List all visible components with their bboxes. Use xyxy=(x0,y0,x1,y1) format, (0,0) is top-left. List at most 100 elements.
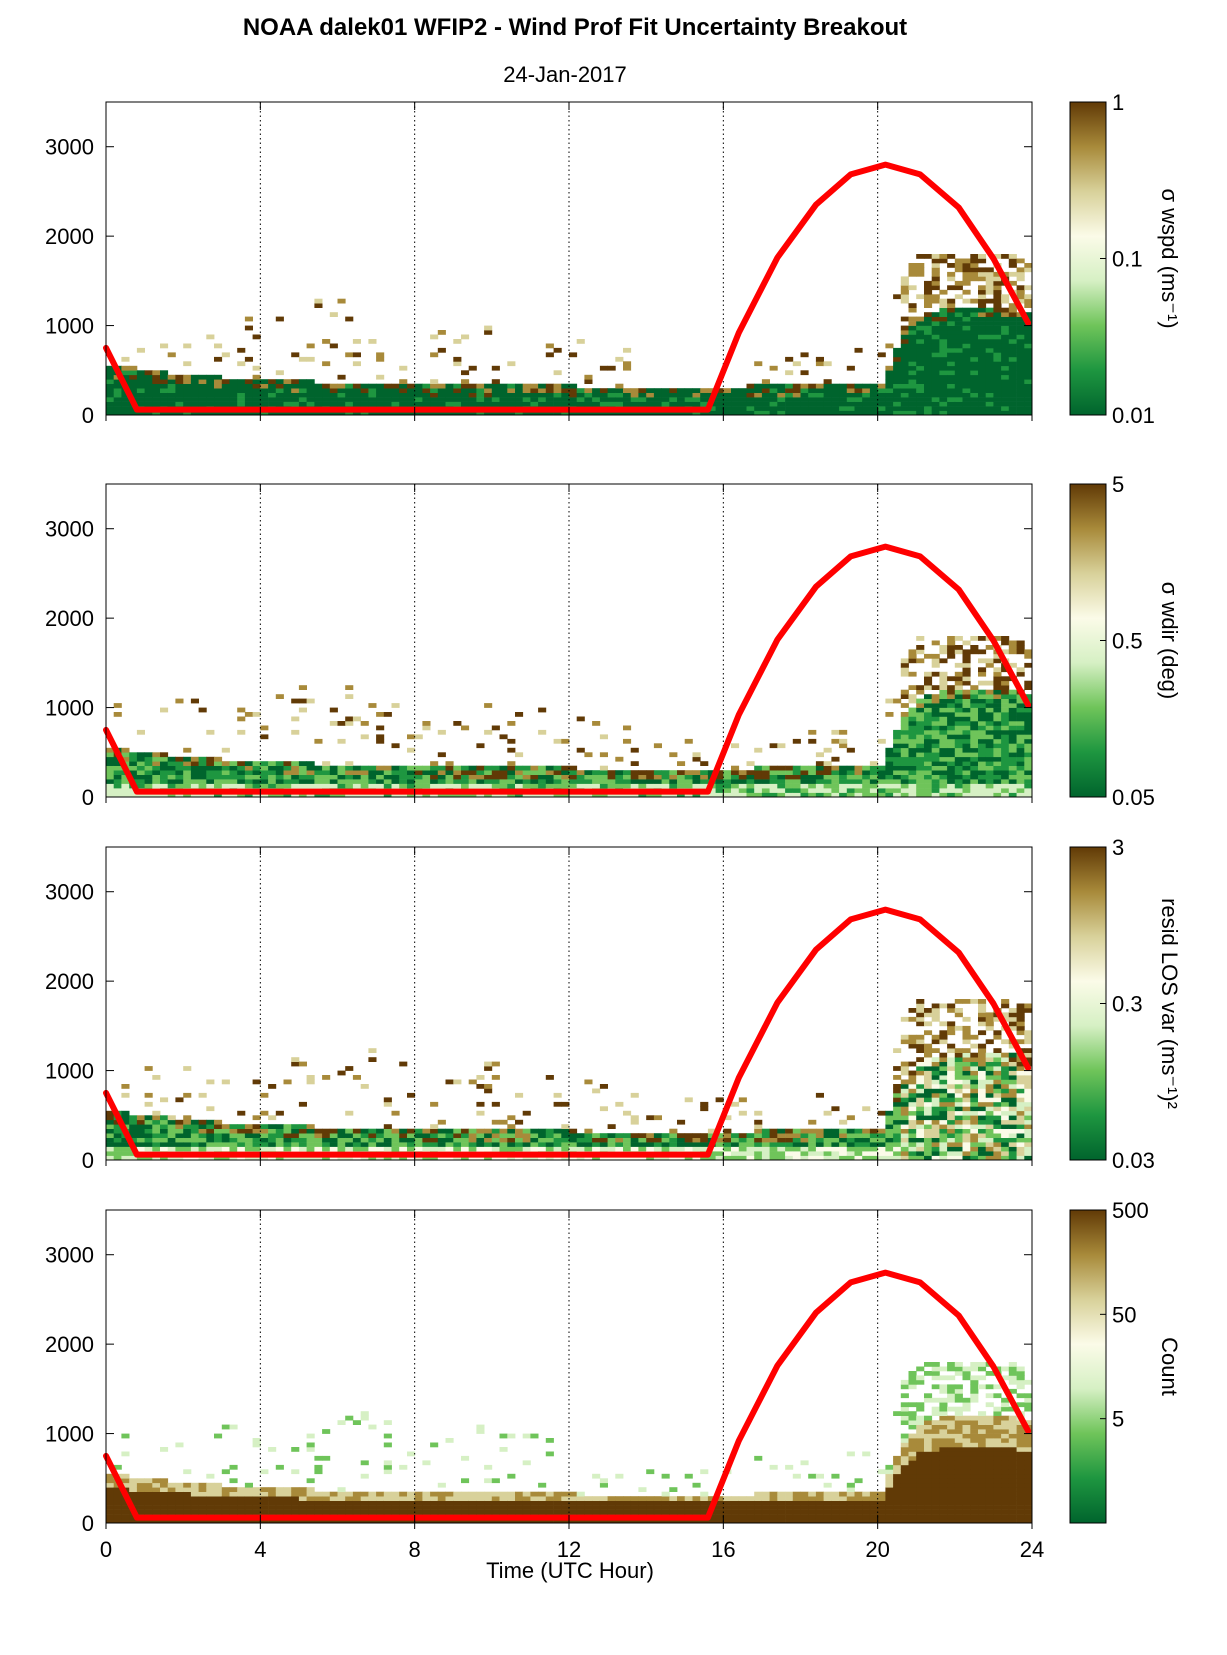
heatmap-cell xyxy=(136,383,145,389)
heatmap-cell xyxy=(761,783,770,789)
heatmap-cell xyxy=(939,289,948,295)
heatmap-cell xyxy=(885,712,894,717)
heatmap-cell xyxy=(924,1066,933,1071)
heatmap-cell xyxy=(916,392,925,398)
heatmap-cell xyxy=(900,392,909,398)
heatmap-cell xyxy=(785,774,794,780)
heatmap-cell xyxy=(244,1487,253,1492)
heatmap-cell xyxy=(553,1518,562,1524)
heatmap-cell xyxy=(1016,698,1025,704)
heatmap-cell xyxy=(368,1137,377,1143)
heatmap-cell xyxy=(1008,406,1017,411)
heatmap-cell xyxy=(916,725,925,731)
heatmap-cell xyxy=(229,765,238,771)
heatmap-cell xyxy=(183,401,192,407)
heatmap-cell xyxy=(638,1133,647,1138)
heatmap-cell xyxy=(538,410,547,416)
heatmap-cell xyxy=(1016,1075,1025,1080)
heatmap-cell xyxy=(499,1509,508,1515)
heatmap-cell xyxy=(908,379,917,384)
heatmap-cell xyxy=(298,392,307,398)
heatmap-cell xyxy=(283,792,292,798)
heatmap-cell xyxy=(569,1142,578,1147)
heatmap-cell xyxy=(638,779,647,784)
heatmap-cell xyxy=(607,1137,616,1143)
heatmap-cell xyxy=(584,1146,593,1152)
heatmap-cell xyxy=(507,747,516,753)
heatmap-cell xyxy=(221,401,230,407)
heatmap-cell xyxy=(684,1137,693,1143)
heatmap-cell xyxy=(947,743,956,749)
heatmap-cell xyxy=(260,1469,269,1475)
heatmap-cell xyxy=(815,356,824,362)
heatmap-cell xyxy=(893,1097,902,1103)
heatmap-cell xyxy=(453,361,462,367)
heatmap-cell xyxy=(407,410,416,416)
heatmap-cell xyxy=(198,1119,207,1125)
heatmap-cell xyxy=(175,1487,184,1492)
heatmap-cell xyxy=(569,1509,578,1515)
heatmap-cell xyxy=(491,783,500,789)
heatmap-cell xyxy=(190,698,199,704)
heatmap-cell xyxy=(900,374,909,380)
heatmap-cell xyxy=(283,392,292,398)
heatmap-cell xyxy=(121,1509,130,1515)
heatmap-cell xyxy=(499,397,508,402)
heatmap-cell xyxy=(931,640,940,646)
heatmap-cell xyxy=(885,392,894,398)
heatmap-cell xyxy=(916,1066,925,1071)
heatmap-cell xyxy=(908,397,917,402)
heatmap-cell xyxy=(491,1491,500,1497)
heatmap-cell xyxy=(947,1043,956,1049)
heatmap-cell xyxy=(900,725,909,731)
heatmap-cell xyxy=(792,392,801,398)
heatmap-cell xyxy=(854,1146,863,1152)
heatmap-cell xyxy=(962,1146,971,1152)
heatmap-cell xyxy=(252,765,261,771)
heatmap-cell xyxy=(931,254,940,259)
heatmap-cell xyxy=(584,410,593,416)
heatmap-cell xyxy=(268,1496,277,1501)
heatmap-cell xyxy=(985,298,994,304)
heatmap-cell xyxy=(993,401,1002,407)
heatmap-cell xyxy=(1016,743,1025,749)
heatmap-cell xyxy=(206,1106,215,1112)
heatmap-cell xyxy=(183,379,192,384)
heatmap-cell xyxy=(985,276,994,282)
heatmap-cell xyxy=(615,1518,624,1524)
heatmap-cell xyxy=(1016,1151,1025,1156)
heatmap-cell xyxy=(931,721,940,726)
heatmap-cell xyxy=(584,1505,593,1510)
heatmap-cell xyxy=(823,1142,832,1147)
heatmap-cell xyxy=(985,729,994,735)
heatmap-cell xyxy=(962,667,971,673)
heatmap-cell xyxy=(561,1518,570,1524)
heatmap-cell xyxy=(638,1518,647,1524)
heatmap-cell xyxy=(869,1142,878,1147)
heatmap-cell xyxy=(484,1137,493,1143)
heatmap-cell xyxy=(924,1115,933,1121)
heatmap-cell xyxy=(978,1012,987,1018)
heatmap-cell xyxy=(1024,365,1033,371)
heatmap-cell xyxy=(376,712,385,717)
heatmap-cell xyxy=(900,361,909,367)
heatmap-cell xyxy=(669,410,678,416)
heatmap-cell xyxy=(738,1142,747,1147)
heatmap-cell xyxy=(877,738,886,744)
heatmap-cell xyxy=(916,1070,925,1076)
heatmap-cell xyxy=(900,280,909,286)
heatmap-cell xyxy=(962,640,971,646)
heatmap-cell xyxy=(221,352,230,358)
heatmap-cell xyxy=(970,1151,979,1156)
heatmap-cell xyxy=(592,1518,601,1524)
heatmap-cell xyxy=(893,747,902,753)
heatmap-cell xyxy=(561,1505,570,1510)
heatmap-cell xyxy=(206,410,215,416)
heatmap-cell xyxy=(1024,721,1033,726)
heatmap-cell xyxy=(962,361,971,367)
heatmap-cell xyxy=(106,383,115,389)
heatmap-cell xyxy=(376,410,385,416)
heatmap-cell xyxy=(461,774,470,780)
heatmap-cell xyxy=(376,352,385,358)
heatmap-cell xyxy=(993,1066,1002,1071)
